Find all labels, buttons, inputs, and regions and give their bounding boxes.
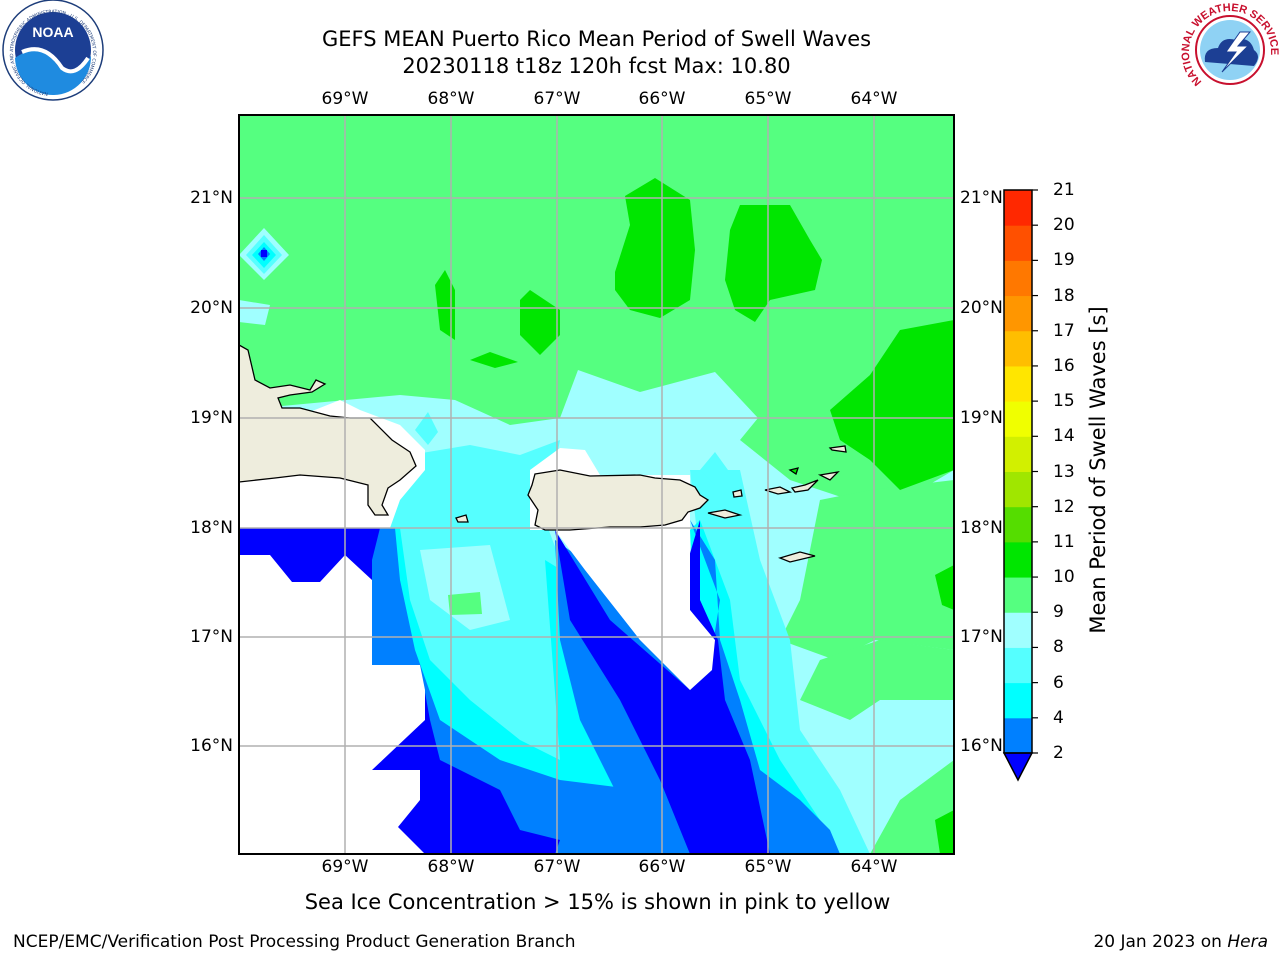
lat-tick-right: 18°N [960,518,1003,538]
graticule [239,115,954,854]
lat-tick-right: 17°N [960,627,1003,647]
colorbar-segment [1004,506,1032,543]
lon-tick-bottom: 64°W [850,857,898,877]
sea-ice-caption: Sea Ice Concentration > 15% is shown in … [304,890,891,914]
swell-band-8-9-patch [239,300,270,325]
lon-tick-top: 68°W [427,89,475,109]
chart-subtitle: 20230118 t18z 120h fcst Max: 10.80 [402,54,791,78]
chart-title: GEFS MEAN Puerto Rico Mean Period of Swe… [321,27,872,51]
colorbar-segment [1004,260,1032,297]
colorbar-tick-label: 6 [1053,672,1064,693]
lat-tick-left: 18°N [190,518,233,538]
lat-tick-left: 16°N [190,736,233,756]
lon-tick-bottom: 69°W [321,857,369,877]
colorbar-segment [1004,577,1032,613]
footer-branch: NCEP/EMC/Verification Post Processing Pr… [13,932,576,952]
virgin-islands [764,445,847,563]
swell-band-9-10-east [780,480,954,660]
colorbar [1002,189,1038,782]
svg-text:NOAA: NOAA [32,24,73,40]
lon-tick-bottom: 68°W [427,857,475,877]
nw-anomaly [239,228,289,280]
lat-tick-left: 19°N [190,408,233,428]
lon-tick-top: 65°W [744,89,792,109]
lat-tick-right: 19°N [960,408,1003,428]
colorbar-segment [1004,612,1032,648]
colorbar-segment [1004,190,1032,226]
lat-tick-left: 20°N [190,298,233,318]
colorbar-tick-label: 21 [1053,180,1075,200]
map-frame [238,114,955,855]
colorbar-under-arrow [1002,752,1034,782]
footer-machine: Hera [1227,932,1268,952]
lat-tick-right: 21°N [960,188,1003,208]
colorbar-tick-label: 19 [1053,250,1075,271]
colorbar-segment [1004,330,1032,367]
lon-tick-bottom: 66°W [638,857,686,877]
swell-band-9-10-southeast [800,640,954,854]
colorbar-segment [1004,471,1032,508]
footer-date-text: 20 Jan 2023 on [1093,932,1228,952]
colorbar-tick-label: 2 [1053,743,1064,763]
colorbar-tick-label: 4 [1053,707,1064,728]
footer-date: 20 Jan 2023 on Hera [1093,932,1268,952]
lon-tick-top: 66°W [638,89,686,109]
colorbar-tick-label: 14 [1053,426,1075,447]
colorbar-segment [1004,647,1032,684]
colorbar-tick-label: 15 [1053,391,1075,412]
lat-tick-left: 17°N [190,627,233,647]
lat-tick-right: 20°N [960,298,1003,318]
puerto-rico-land [527,469,710,531]
noaa-logo: NOAA NATIONAL OCEANIC AND ATMOSPHERIC AD… [2,0,104,101]
colorbar-tick-label: 12 [1053,496,1075,517]
vieques-island [707,509,743,519]
lon-tick-top: 64°W [850,89,898,109]
culebra-island [732,489,743,498]
map-field [239,115,954,854]
lat-tick-left: 21°N [190,188,233,208]
swell-band-10-11 [435,178,954,854]
colorbar-segment [1004,541,1032,578]
swell-band-8-9-southwest [420,545,510,630]
colorbar-label: Mean Period of Swell Waves [s] [1086,306,1110,634]
colorbar-segment [1004,436,1032,472]
colorbar-tick-label: 10 [1053,567,1075,588]
colorbar-segment [1004,225,1032,261]
swell-band-6-8-patch-2 [415,412,438,445]
colorbar-tick-label: 13 [1053,461,1075,482]
colorbar-tick-label: 9 [1053,602,1064,623]
colorbar-segment [1004,401,1032,437]
colorbar-tick-label: 11 [1053,531,1075,552]
colorbar-segment [1004,295,1032,332]
colorbar-segment [1004,682,1032,719]
colorbar-tick-label: 18 [1053,285,1075,306]
colorbar-segment [1004,365,1032,402]
swell-band-6-8-patch [700,452,728,485]
nws-logo: NATIONAL WEATHER SERVICE [1180,0,1280,100]
colorbar-tick-label: 16 [1053,355,1075,376]
swell-band-9-10-patch-south [448,592,482,615]
colorbar-segment [1004,717,1032,754]
colorbar-tick-label: 20 [1053,215,1075,236]
lon-tick-top: 67°W [533,89,581,109]
lat-tick-right: 16°N [960,736,1003,756]
lon-tick-bottom: 65°W [744,857,792,877]
lon-tick-top: 69°W [321,89,369,109]
colorbar-tick-label: 17 [1053,320,1075,341]
no-data-west [239,555,425,854]
lon-tick-bottom: 67°W [533,857,581,877]
no-data-pr-south [555,530,715,690]
colorbar-tick-label: 8 [1053,637,1064,658]
saona-island [455,514,469,523]
